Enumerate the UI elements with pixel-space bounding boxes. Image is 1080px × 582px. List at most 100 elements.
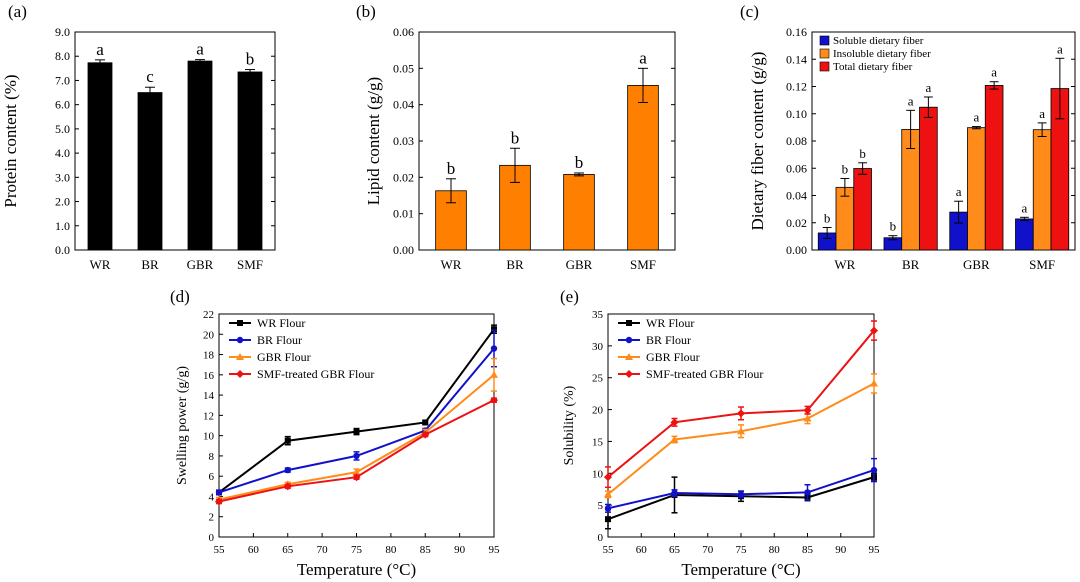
y-tick-label: 30 [592, 341, 604, 353]
data-point [870, 326, 878, 335]
bar [835, 186, 855, 251]
legend-marker [625, 370, 633, 378]
y-tick-label: 12 [203, 410, 214, 422]
data-point [870, 379, 878, 387]
chart-panel-a: (a) 0.0 1.0 2.0 3.0 4.0 5.0 6.0 7.0 8.0 9.0 Protein… [1, 2, 276, 272]
legend-entry: GBR Flour [257, 350, 311, 364]
legend-entry: BR Flour [646, 333, 691, 347]
data-point [737, 491, 745, 498]
x-tick-label: 95 [869, 544, 881, 556]
bar [87, 62, 113, 251]
x-category-label: BR [141, 257, 159, 272]
data-point [215, 497, 223, 506]
y-tick-label: 22 [203, 309, 214, 321]
x-category-label: GBR [963, 257, 990, 272]
data-point [604, 473, 612, 482]
data-point [352, 473, 361, 482]
y-tick-label: 0.03 [393, 134, 414, 148]
chart-panel-c: (c) 0.00 0.02 0.04 0.06 0.08 0.10 0.12 0.14 0.16 D… [740, 2, 1076, 272]
data-point [804, 489, 811, 496]
y-tick-label: 3.0 [55, 170, 70, 184]
significance-letter: a [908, 93, 914, 108]
data-point [737, 427, 745, 435]
y-tick-label: 0.01 [393, 207, 414, 221]
x-category-label: BR [902, 257, 920, 272]
data-point [490, 345, 498, 352]
y-tick-label: 0.04 [393, 98, 414, 112]
bar [919, 106, 938, 251]
x-tick-label: 60 [248, 544, 260, 556]
y-tick-label: 16 [203, 370, 215, 382]
significance-letter: b [511, 128, 520, 147]
y-axis-label: Swelling power (g/g) [175, 366, 190, 485]
x-axis-label: Temperature (°C) [297, 560, 416, 579]
y-tick-label: 0.06 [393, 25, 414, 39]
legend-entry: Soluble dietary fiber [833, 35, 924, 47]
x-tick-label: 85 [420, 544, 432, 556]
y-tick-label: 0.02 [786, 216, 807, 230]
x-tick-label: 85 [802, 544, 814, 556]
significance-letter: a [991, 65, 997, 80]
significance-letter: a [196, 40, 204, 59]
y-tick-label: 0.00 [393, 243, 414, 257]
y-tick-label: 4 [209, 491, 215, 503]
y-tick-label: 1.0 [55, 219, 70, 233]
significance-letter: b [890, 219, 897, 234]
x-tick-label: 55 [603, 544, 615, 556]
legend-entry: WR Flour [257, 316, 305, 330]
y-tick-label: 0.08 [786, 134, 807, 148]
x-tick-label: 55 [214, 544, 226, 556]
legend-marker [237, 320, 243, 326]
y-tick-label: 20 [203, 329, 215, 341]
plot-frame [218, 313, 495, 538]
x-tick-label: 65 [669, 544, 681, 556]
bar [967, 127, 986, 251]
x-category-label: WR [834, 257, 855, 272]
x-category-label: WR [90, 257, 111, 272]
data-point [737, 409, 745, 418]
data-point [490, 370, 498, 378]
x-category-label: BR [506, 257, 524, 272]
chart-panel-b: (b) 0.00 0.01 0.02 0.03 0.04 0.05 0.06 Lipid con… [356, 2, 676, 272]
significance-letter: b [447, 159, 456, 178]
plot-frame [74, 31, 276, 251]
legend-swatch [819, 35, 830, 46]
y-tick-label: 0.00 [786, 243, 807, 257]
x-tick-label: 70 [317, 544, 329, 556]
x-tick-label: 60 [636, 544, 648, 556]
y-axis-label: Solubility (%) [562, 385, 577, 465]
significance-letter: b [575, 153, 584, 172]
data-point [670, 435, 679, 443]
y-axis-label: Dietary fiber content (g/g) [748, 52, 767, 231]
legend-marker [236, 353, 244, 360]
x-category-label: GBR [566, 257, 593, 272]
bar [237, 71, 263, 251]
x-tick-label: 90 [454, 544, 466, 556]
data-point [803, 406, 812, 415]
data-point [284, 437, 291, 444]
y-tick-label: 0.10 [786, 107, 807, 121]
x-category-label: SMF [237, 257, 263, 272]
data-point [283, 482, 292, 491]
y-tick-label: 2 [209, 512, 215, 524]
data-point [215, 489, 223, 496]
significance-letter: c [146, 67, 154, 86]
x-tick-label: 75 [351, 544, 363, 556]
y-tick-label: 0.12 [786, 80, 807, 94]
y-tick-label: 6.0 [55, 98, 70, 112]
data-point [491, 326, 497, 333]
data-point [490, 396, 498, 405]
y-tick-label: 15 [592, 436, 604, 448]
y-tick-label: 0.16 [786, 25, 807, 39]
x-category-label: SMF [630, 257, 656, 272]
data-point [353, 452, 360, 460]
legend-entry: SMF-treated GBR Flour [646, 367, 763, 381]
legend-entry: BR Flour [257, 333, 302, 347]
panel-label: (b) [356, 2, 376, 21]
y-tick-label: 5 [598, 500, 604, 512]
significance-letter: a [956, 184, 962, 199]
bar [627, 85, 659, 251]
x-tick-label: 80 [385, 544, 397, 556]
legend-entry: SMF-treated GBR Flour [257, 367, 374, 381]
